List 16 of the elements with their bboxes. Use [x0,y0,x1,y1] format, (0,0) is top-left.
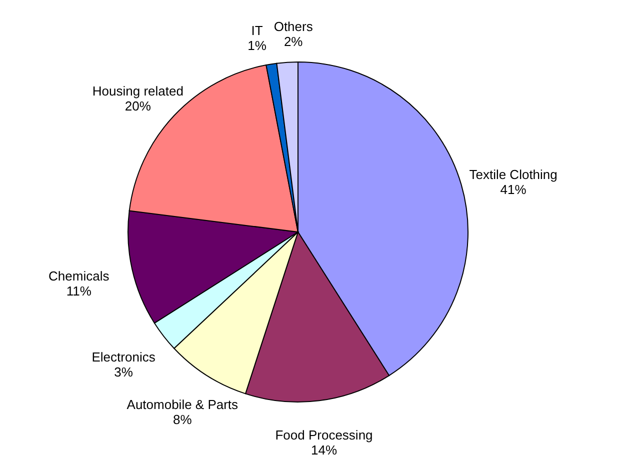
data-label: 1% [248,38,267,53]
slice-label: Others [274,19,314,34]
slice-label: Food Processing [275,427,373,442]
data-label: 3% [114,364,134,380]
data-label: 8% [173,412,192,428]
slice-label: Chemicals [48,268,110,284]
slice-label: Automobile & Parts [126,397,239,412]
data-label: 2% [284,34,304,50]
data-label: 11% [66,284,92,299]
data-label: 41% [500,182,527,197]
slice-label: Textile Clothing [469,166,558,182]
data-label: 20% [124,98,152,114]
data-label: 14% [310,442,338,458]
slice-label: Electronics [92,350,156,365]
slice-label: Housing related [92,84,184,99]
slice-label: IT [251,22,263,38]
